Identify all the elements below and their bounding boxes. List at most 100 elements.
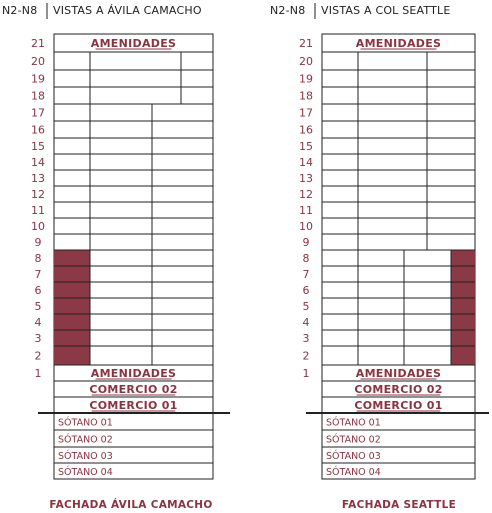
floor-row: 13 xyxy=(299,169,475,186)
floor-number: 5 xyxy=(303,300,310,313)
floor-row: 10 xyxy=(299,217,475,234)
floor-number: 19 xyxy=(31,73,45,86)
right-building: 21 AMENIDADES2019181716151413121110987654… xyxy=(299,33,489,480)
floor-row: 11 xyxy=(31,201,213,218)
floor-number: 5 xyxy=(35,300,42,313)
floor-row: 16 xyxy=(31,120,213,138)
floor-row: 14 xyxy=(31,153,213,170)
basement-label: SÓTANO 04 xyxy=(326,466,381,478)
floor-row: 21 AMENIDADES xyxy=(31,33,213,50)
floor-row: 15 xyxy=(299,137,475,154)
floor-row: 20 xyxy=(299,51,475,70)
floor-number: 10 xyxy=(299,220,313,233)
floor-row: 7 xyxy=(303,265,475,282)
basement-row: SÓTANO 02 xyxy=(322,429,475,446)
floor-label: AMENIDADES xyxy=(91,367,176,380)
highlighted-unit xyxy=(54,330,90,346)
floor-number: 4 xyxy=(303,316,310,329)
floor-number: 15 xyxy=(31,140,45,153)
floor-number: 10 xyxy=(31,220,45,233)
floor-number: 7 xyxy=(35,268,42,281)
floor-row: 19 xyxy=(299,69,475,87)
floor-row: 6 xyxy=(303,281,475,298)
right-header-code: N2-N8 xyxy=(270,4,305,17)
floor-number: 3 xyxy=(35,332,42,345)
floor-number: 6 xyxy=(303,284,310,297)
floor-number: 14 xyxy=(31,156,45,169)
highlighted-unit xyxy=(451,330,475,346)
highlighted-unit xyxy=(451,346,475,365)
floor-row: 12 xyxy=(299,185,475,202)
floor-number: 14 xyxy=(299,156,313,169)
floor-row: 8 xyxy=(35,249,213,266)
floor-row: 20 xyxy=(31,51,213,70)
floor-label: COMERCIO 01 xyxy=(89,399,177,412)
floor-row: 6 xyxy=(35,281,213,298)
floor-number: 2 xyxy=(35,350,42,363)
highlighted-unit xyxy=(451,314,475,330)
basement-row: SÓTANO 03 xyxy=(322,446,475,462)
floor-row: 16 xyxy=(299,120,475,138)
highlighted-unit xyxy=(54,298,90,314)
floor-row: 12 xyxy=(31,185,213,202)
floor-number: 16 xyxy=(299,124,313,137)
floor-row: 1 AMENIDADES xyxy=(35,364,213,380)
floor-row: 5 xyxy=(303,297,475,314)
floor-row: 7 xyxy=(35,265,213,282)
floor-row: 21 AMENIDADES xyxy=(299,33,475,50)
floor-number: 13 xyxy=(299,172,313,185)
basement-row: SÓTANO 01 xyxy=(326,417,381,429)
floor-row: 11 xyxy=(299,201,475,218)
basement-row: SÓTANO 01 xyxy=(58,417,113,429)
highlighted-unit xyxy=(451,298,475,314)
floor-row: COMERCIO 01 xyxy=(322,396,475,412)
highlighted-unit xyxy=(54,282,90,298)
floor-label: AMENIDADES xyxy=(356,367,441,380)
left-header: N2-N8 VISTAS A ÁVILA CAMACHO xyxy=(2,3,202,19)
floor-number: 9 xyxy=(35,236,42,249)
highlighted-unit xyxy=(451,250,475,266)
highlighted-unit xyxy=(451,266,475,282)
floor-row: 2 xyxy=(303,345,475,365)
floor-row: 13 xyxy=(31,169,213,186)
basement-label: SÓTANO 04 xyxy=(58,466,113,478)
floor-number: 13 xyxy=(31,172,45,185)
highlighted-unit xyxy=(451,282,475,298)
left-header-code: N2-N8 xyxy=(2,4,37,17)
basement-row: SÓTANO 04 xyxy=(54,462,213,478)
basement-label: SÓTANO 03 xyxy=(58,450,113,462)
floor-row: 19 xyxy=(31,69,213,87)
floor-number: 6 xyxy=(35,284,42,297)
floor-label: COMERCIO 02 xyxy=(89,383,177,396)
floor-number: 1 xyxy=(303,367,310,380)
floor-number: 2 xyxy=(303,350,310,363)
floor-row: 17 xyxy=(299,103,475,121)
floor-number: 16 xyxy=(31,124,45,137)
floor-row: 9 xyxy=(303,233,475,250)
floor-row: 4 xyxy=(35,313,213,330)
highlighted-unit xyxy=(54,266,90,282)
floor-row: 3 xyxy=(303,329,475,346)
floor-row: 3 xyxy=(35,329,213,346)
basement-label: SÓTANO 03 xyxy=(326,450,381,462)
floor-row: 1 AMENIDADES xyxy=(303,364,475,380)
basement-label: SÓTANO 02 xyxy=(58,434,113,446)
floor-row: COMERCIO 02 xyxy=(54,380,213,396)
floor-label: COMERCIO 01 xyxy=(354,399,442,412)
floor-number: 20 xyxy=(31,55,45,68)
floor-number: 4 xyxy=(35,316,42,329)
floor-number: 1 xyxy=(35,367,42,380)
floor-number: 19 xyxy=(299,73,313,86)
basement-label: SÓTANO 02 xyxy=(326,434,381,446)
right-header-view: VISTAS A COL SEATTLE xyxy=(321,4,451,17)
floor-number: 17 xyxy=(31,107,45,120)
floor-number: 20 xyxy=(299,55,313,68)
floor-number: 17 xyxy=(299,107,313,120)
floor-label: AMENIDADES xyxy=(356,37,441,50)
floor-row: COMERCIO 01 xyxy=(54,396,213,412)
floor-number: 21 xyxy=(299,37,313,50)
floor-row: 9 xyxy=(35,233,213,250)
floor-number: 11 xyxy=(31,204,45,217)
basement-row: SÓTANO 02 xyxy=(54,429,213,446)
basement-label: SÓTANO 01 xyxy=(58,417,113,429)
